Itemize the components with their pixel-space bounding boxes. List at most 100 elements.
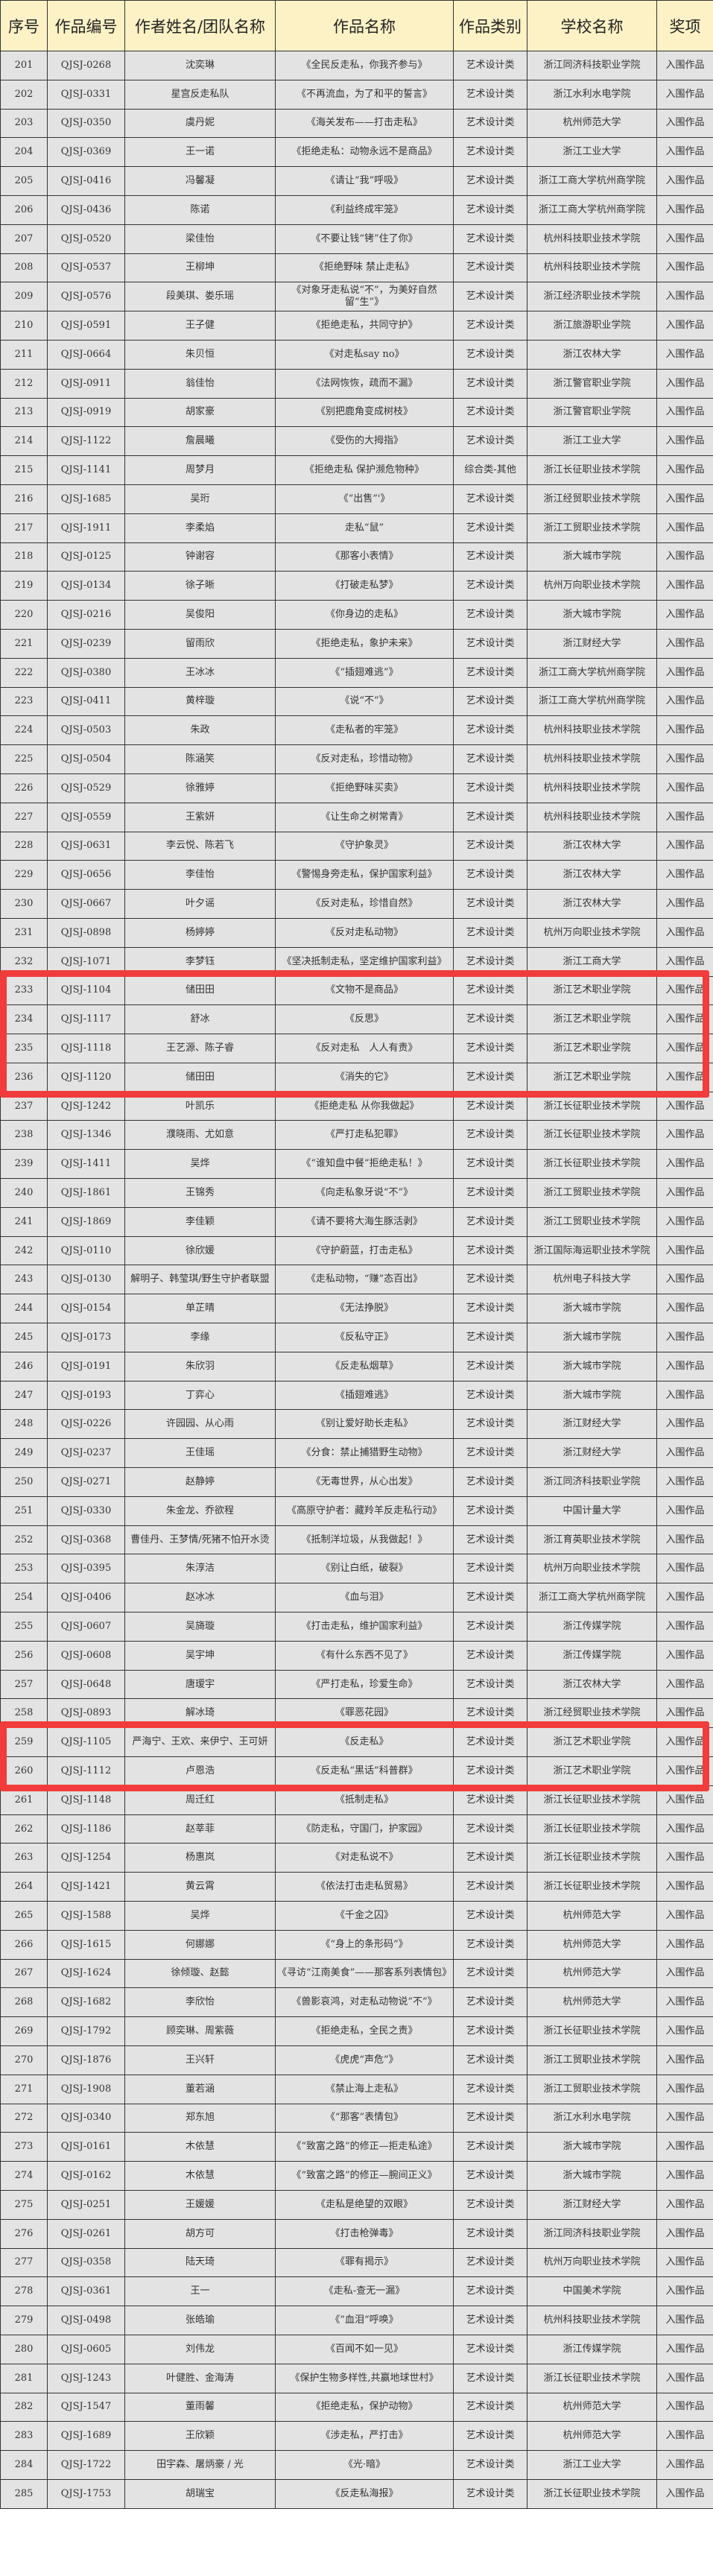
cell-author: 张皓瑜 bbox=[124, 2306, 276, 2335]
cell-author: 储田田 bbox=[124, 1062, 276, 1092]
cell-work-id: QJSJ-0631 bbox=[47, 831, 125, 861]
table-row: 281 QJSJ-1243 叶健胜、金海涛 《保护生物多样性,共赢地球世村》 艺术设计类… bbox=[0, 2363, 713, 2393]
cell-author: 王媛媛 bbox=[124, 2189, 276, 2220]
cell-work-title: 《走私动物，“赚”态百出》 bbox=[275, 1265, 454, 1295]
cell-work-id: QJSJ-0656 bbox=[47, 860, 125, 890]
cell-category: 艺术设计类 bbox=[453, 1756, 527, 1786]
table-row: 255 QJSJ-0607 吴旖璇 《打击走私，维护国家利益》 艺术设计类 浙江传媒学院入… bbox=[0, 1612, 713, 1642]
cell-school: 浙江水利水电学院 bbox=[527, 79, 657, 110]
cell-award: 入围作品 bbox=[656, 1178, 713, 1208]
cell-index: 214 bbox=[0, 426, 48, 457]
cell-index: 236 bbox=[0, 1062, 48, 1092]
cell-category: 艺术设计类 bbox=[453, 1785, 527, 1815]
cell-school: 浙江农林大学 bbox=[527, 860, 657, 890]
cell-work-title: 《反走私“黑话”科普群》 bbox=[275, 1756, 454, 1786]
cell-category: 艺术设计类 bbox=[453, 1698, 527, 1729]
cell-award: 入围作品 bbox=[656, 1525, 713, 1555]
cell-author: 冯馨凝 bbox=[124, 166, 276, 196]
cell-work-title: 《坚决抵制走私，坚定维护国家利益》 bbox=[275, 946, 454, 977]
cell-work-title: 《虎虎“声危”》 bbox=[275, 2045, 454, 2075]
cell-index: 250 bbox=[0, 1467, 48, 1497]
cell-work-title: 《依法打击走私贸易》 bbox=[275, 1872, 454, 1902]
table-row: 206 QJSJ-0436 陈诺 《利益终成牢笼》 艺术设计类 浙江工商大学杭州商学院 入围… bbox=[0, 194, 713, 225]
cell-index: 267 bbox=[0, 1958, 48, 1989]
cell-work-title: 《反对走私，珍惜自然》 bbox=[275, 889, 454, 919]
cell-author: 许园园、从心雨 bbox=[124, 1409, 276, 1440]
table-row: 208 QJSJ-0537 王柳坤 《拒绝野味 禁止走私》 艺术设计类 杭州科技职业技术学… bbox=[0, 253, 713, 283]
cell-school: 浙江育英职业技术学院 bbox=[527, 1525, 657, 1555]
cell-work-id: QJSJ-0537 bbox=[47, 253, 125, 283]
table-row: 228 QJSJ-0631 李云悦、陈若飞 《守护象灵》 艺术设计类 浙江农林大学 入围作品 bbox=[0, 831, 713, 861]
cell-work-id: QJSJ-0271 bbox=[47, 1467, 125, 1497]
cell-author: 卢恩浩 bbox=[124, 1756, 276, 1786]
cell-work-title: 《拒绝走私，象护未来》 bbox=[275, 628, 454, 659]
cell-index: 203 bbox=[0, 108, 48, 139]
table-row: 222 QJSJ-0380 王冰冰 《“插翅难逃”》 艺术设计类 浙江工商大学杭州商学院入… bbox=[0, 657, 713, 688]
cell-award: 入围作品 bbox=[656, 455, 713, 485]
cell-award: 入围作品 bbox=[656, 51, 713, 80]
table-row: 231 QJSJ-0898 杨婷婷 《反对走私动物》 艺术设计类 杭州万向职业技术学院 入围… bbox=[0, 917, 713, 948]
cell-school: 浙大城市学院 bbox=[527, 1380, 657, 1411]
table-row: 207 QJSJ-0520 梁佳怡 《不要让钱“铐”住了你》 艺术设计类 杭州科技职业技术… bbox=[0, 224, 713, 254]
table-row: 202 QJSJ-0331 星宫反走私队 《不再流血，为了和平的誓言》 艺术设计类 浙江水… bbox=[0, 79, 713, 110]
header-school: 学校名称 bbox=[527, 0, 657, 51]
cell-work-title: 《拒绝走私：动物永远不是商品》 bbox=[275, 137, 454, 168]
cell-index: 261 bbox=[0, 1785, 48, 1815]
cell-school: 浙江工商大学杭州商学院 bbox=[527, 657, 657, 688]
cell-work-title: 《不再流血，为了和平的誓言》 bbox=[275, 79, 454, 110]
cell-award: 入围作品 bbox=[656, 1004, 713, 1035]
cell-work-title: 《让生命之树常青》 bbox=[275, 802, 454, 832]
cell-school: 浙江财经大学 bbox=[527, 628, 657, 659]
table-row: 282 QJSJ-1547 董雨馨 《拒绝走私，保护动物》 艺术设计类 杭州师范大学 入围作… bbox=[0, 2392, 713, 2422]
cell-school: 浙江艺术职业学院 bbox=[527, 1062, 657, 1092]
cell-category: 艺术设计类 bbox=[453, 1554, 527, 1584]
cell-work-title: 《百闻不如一见》 bbox=[275, 2334, 454, 2364]
cell-work-title: 《”血泪“呼唤》 bbox=[275, 2306, 454, 2335]
cell-author: 王子健 bbox=[124, 311, 276, 341]
cell-author: 沈奕琳 bbox=[124, 51, 276, 80]
cell-author: 丁弈心 bbox=[124, 1380, 276, 1411]
cell-work-title: 《拒绝走私，共同守护》 bbox=[275, 311, 454, 341]
cell-work-id: QJSJ-0134 bbox=[47, 571, 125, 601]
cell-work-title: 《你身边的走私》 bbox=[275, 600, 454, 630]
cell-work-id: QJSJ-0608 bbox=[47, 1640, 125, 1671]
cell-work-id: QJSJ-0237 bbox=[47, 1438, 125, 1469]
cell-work-id: QJSJ-1104 bbox=[47, 975, 125, 1006]
cell-index: 280 bbox=[0, 2334, 48, 2364]
cell-author: 徐雅婷 bbox=[124, 773, 276, 803]
cell-school: 浙大城市学院 bbox=[527, 2132, 657, 2162]
cell-school: 浙江艺术职业学院 bbox=[527, 1034, 657, 1063]
cell-award: 入围作品 bbox=[656, 686, 713, 717]
cell-work-id: QJSJ-0576 bbox=[47, 282, 125, 312]
header-work-title: 作品名称 bbox=[275, 0, 454, 51]
cell-award: 入围作品 bbox=[656, 311, 713, 341]
table-row: 252 QJSJ-0368 曹佳丹、王梦情/死猪不怕开水烫 《抵制洋垃圾，从我做起！》… bbox=[0, 1525, 713, 1555]
cell-school: 浙江农林大学 bbox=[527, 889, 657, 919]
cell-author: 李梦钰 bbox=[124, 946, 276, 977]
cell-work-title: 《打击枪弹毒》 bbox=[275, 2218, 454, 2249]
cell-category: 艺术设计类 bbox=[453, 1496, 527, 1526]
cell-award: 入围作品 bbox=[656, 2306, 713, 2335]
header-index: 序号 bbox=[0, 0, 48, 51]
cell-work-id: QJSJ-0406 bbox=[47, 1583, 125, 1613]
cell-work-id: QJSJ-1141 bbox=[47, 455, 125, 485]
cell-school: 浙江经济职业技术学院 bbox=[527, 282, 657, 312]
table-row: 225 QJSJ-0504 陈涵笑 《反对走私，珍惜动物》 艺术设计类 杭州科技职业技术学… bbox=[0, 744, 713, 774]
table-row: 216 QJSJ-1685 吴珩 《“出售”'》 艺术设计类 浙江经贸职业技术学院 入围作品 bbox=[0, 484, 713, 514]
cell-school: 浙江工业大学 bbox=[527, 137, 657, 168]
cell-index: 275 bbox=[0, 2189, 48, 2220]
cell-author: 朱政 bbox=[124, 715, 276, 746]
table-row: 271 QJSJ-1908 董若涵 《禁止海上走私》 艺术设计类 浙江工贸职业技术学院 入围… bbox=[0, 2074, 713, 2104]
cell-work-id: QJSJ-1105 bbox=[47, 1727, 125, 1758]
table-row: 223 QJSJ-0411 黄梓璇 《说“不”》 艺术设计类 浙江工商大学杭州商学院 入围作… bbox=[0, 686, 713, 717]
table-row: 283 QJSJ-1689 王欣颖 《涉走私，严打击》 艺术设计类 杭州师范大学 入围作品 bbox=[0, 2421, 713, 2452]
cell-award: 入围作品 bbox=[656, 2334, 713, 2364]
cell-school: 浙江农林大学 bbox=[527, 339, 657, 370]
cell-work-id: QJSJ-0340 bbox=[47, 2103, 125, 2133]
cell-index: 248 bbox=[0, 1409, 48, 1440]
cell-category: 艺术设计类 bbox=[453, 946, 527, 977]
cell-index: 260 bbox=[0, 1756, 48, 1786]
cell-work-id: QJSJ-0607 bbox=[47, 1612, 125, 1642]
cell-school: 杭州师范大学 bbox=[527, 1987, 657, 2018]
table-row: 211 QJSJ-0664 朱贝恒 《对走私say no》 艺术设计类 浙江农林大学 入围作… bbox=[0, 339, 713, 370]
